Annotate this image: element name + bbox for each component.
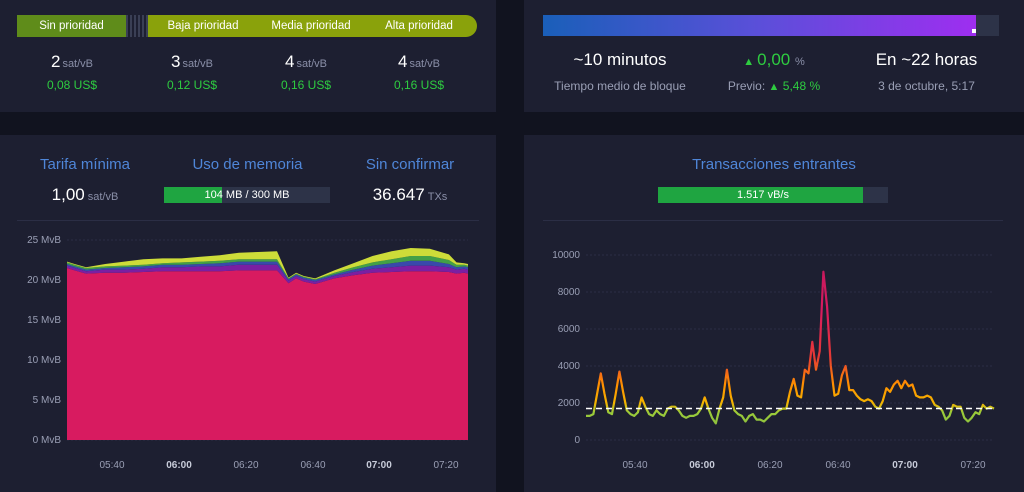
y-tick-label: 0 MvB — [33, 435, 62, 446]
x-tick-label: 06:20 — [757, 460, 782, 471]
area-series-1 — [67, 264, 468, 284]
block-time-value: ~10 minutos — [573, 50, 667, 69]
fee-estimates-card: Sin prioridad Baja prioridad Media prior… — [0, 0, 496, 112]
difficulty-progress-fill — [543, 15, 977, 36]
eta-date: 3 de octubre, 5:17 — [878, 79, 975, 93]
memory-usage-fill — [164, 187, 222, 203]
no-priority-bar — [17, 15, 126, 37]
mempool-card: Tarifa mínima 1,00 sat/vB Uso de memoria … — [0, 135, 496, 492]
area-series-0 — [67, 268, 468, 440]
priority-label-high: Alta prioridad — [385, 20, 453, 32]
y-tick-label: 6000 — [558, 324, 581, 335]
y-tick-label: 8000 — [558, 287, 581, 298]
fee-unit: sat/vB — [62, 58, 94, 70]
change-value: 0,00 — [757, 50, 791, 69]
fee-usd: 0,12 US$ — [166, 78, 218, 92]
divider — [543, 220, 1003, 221]
y-tick-label: 2000 — [558, 398, 581, 409]
priority-label-none: Sin prioridad — [39, 20, 104, 32]
fee-unit: sat/vB — [182, 58, 214, 70]
mempool-size-chart: 0 MvB 5 MvB 10 MvB 15 MvB 20 MvB 25 MvB 05:40 0… — [27, 235, 468, 471]
fee-low: 3 sat/vB 0,12 US$ — [147, 52, 237, 92]
eta-value: En ~22 horas — [875, 50, 978, 69]
difficulty-progress-marker — [972, 29, 976, 33]
unconfirmed-title: Sin confirmar — [365, 156, 455, 173]
priority-separator — [126, 15, 148, 37]
x-tick-label: 06:20 — [233, 460, 258, 471]
block-time-label: Tiempo medio de bloque — [554, 79, 686, 93]
incoming-title: Transacciones entrantes — [692, 156, 856, 173]
incoming-rate-fill — [658, 187, 863, 203]
fee-value: 4 — [397, 52, 408, 71]
fee-value: 3 — [170, 52, 181, 71]
area-series-2 — [67, 260, 468, 282]
x-tick-label: 05:40 — [99, 460, 124, 471]
difficulty-adjustment-card: ~10 minutos Tiempo medio de bloque ▲ 0,0… — [524, 0, 1024, 112]
incoming-vbytes-chart: 0 2000 4000 6000 8000 10000 05:40 06:00 06:20 06:… — [552, 250, 995, 471]
fee-medium: 4 sat/vB 0,16 US$ — [261, 52, 351, 92]
unconfirmed-number: 36.647 — [372, 185, 425, 204]
x-tick-label: 07:00 — [366, 460, 392, 471]
area-series-3 — [67, 256, 468, 280]
priority-range-bar — [148, 15, 477, 37]
previous-unit: % — [809, 79, 821, 93]
memory-usage-title: Uso de memoria — [192, 156, 303, 173]
x-tick-label: 06:00 — [166, 460, 192, 471]
unconfirmed-unit: TXs — [427, 191, 448, 203]
previous-label: Previo: — [727, 79, 766, 93]
divider — [17, 220, 479, 221]
fee-value: 2 — [50, 52, 61, 71]
up-triangle-icon: ▲ — [743, 56, 758, 68]
fee-high: 4 sat/vB 0,16 US$ — [374, 52, 464, 92]
fee-usd: 0,16 US$ — [393, 78, 445, 92]
priority-label-medium: Media prioridad — [271, 20, 351, 32]
fee-unit: sat/vB — [296, 58, 328, 70]
x-tick-label: 06:00 — [689, 460, 715, 471]
y-tick-label: 15 MvB — [27, 315, 61, 326]
x-tick-label: 06:40 — [300, 460, 325, 471]
priority-label-low: Baja prioridad — [167, 20, 239, 32]
up-triangle-icon: ▲ — [768, 81, 780, 93]
x-tick-label: 07:20 — [433, 460, 458, 471]
y-tick-label: 10 MvB — [27, 355, 61, 366]
difficulty-eta: En ~22 horas 3 de octubre, 5:17 — [859, 50, 994, 93]
y-tick-label: 5 MvB — [33, 395, 62, 406]
y-tick-label: 20 MvB — [27, 275, 61, 286]
unconfirmed-value: 36.647 TXs — [350, 185, 470, 205]
avg-block-time: ~10 minutos Tiempo medio de bloque — [544, 50, 696, 93]
x-tick-label: 07:20 — [960, 460, 985, 471]
min-fee-number: 1,00 — [51, 185, 85, 204]
x-tick-label: 06:40 — [825, 460, 850, 471]
x-tick-label: 07:00 — [892, 460, 918, 471]
memory-usage-text: 104 MB / 300 MB — [204, 189, 290, 201]
x-tick-label: 05:40 — [622, 460, 647, 471]
incoming-rate-text: 1.517 vB/s — [737, 189, 789, 201]
fee-usd: 0,08 US$ — [46, 78, 98, 92]
y-tick-label: 0 — [574, 435, 580, 446]
previous-value: 5,48 — [782, 79, 807, 93]
y-tick-label: 4000 — [558, 361, 581, 372]
incoming-line — [586, 270, 995, 425]
incoming-transactions-card: Transacciones entrantes 1.517 vB/s 0 2000… — [524, 135, 1024, 492]
y-tick-label: 10000 — [552, 250, 580, 261]
fee-unit: sat/vB — [409, 58, 441, 70]
min-fee-unit: sat/vB — [87, 191, 119, 203]
min-fee-value: 1,00 sat/vB — [25, 185, 145, 205]
area-series-4 — [67, 248, 468, 280]
fee-value: 4 — [284, 52, 295, 71]
fee-none: 2 sat/vB 0,08 US$ — [27, 52, 117, 92]
change-unit: % — [795, 56, 805, 68]
min-fee-title: Tarifa mínima — [39, 156, 131, 173]
difficulty-change: ▲ 0,00 % Previo: ▲ 5,48 % — [709, 50, 839, 93]
y-tick-label: 25 MvB — [27, 235, 61, 246]
fee-usd: 0,16 US$ — [280, 78, 332, 92]
